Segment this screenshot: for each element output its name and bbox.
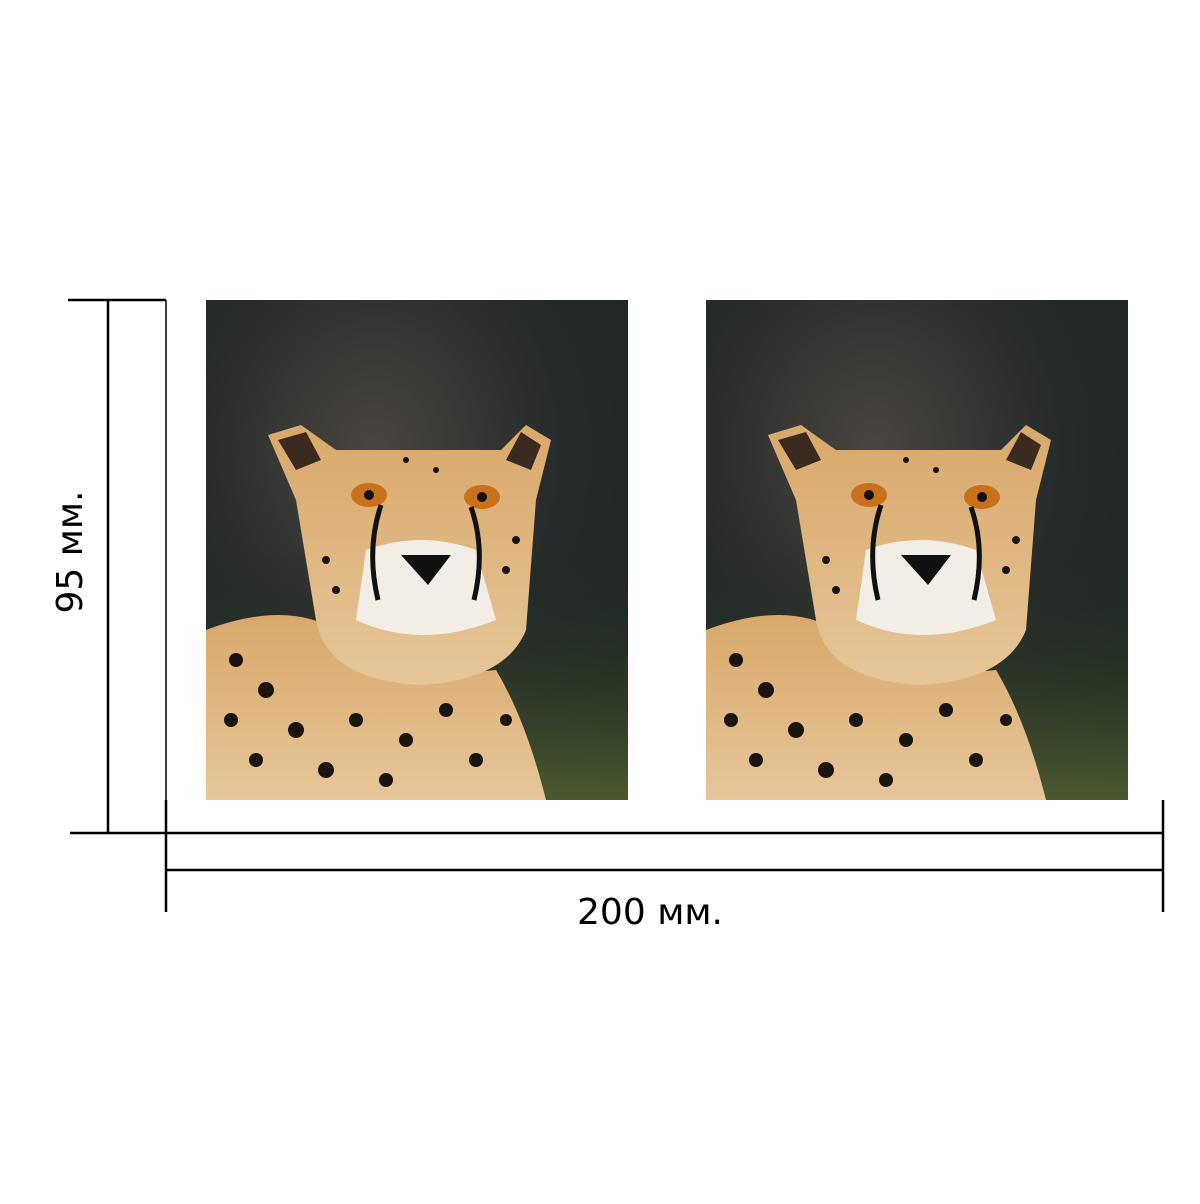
height-label: 95 мм. bbox=[50, 490, 91, 613]
width-label: 200 мм. bbox=[577, 892, 723, 933]
photo bbox=[206, 300, 628, 800]
photo bbox=[706, 300, 1128, 800]
height-dimension: 95 мм. bbox=[50, 298, 167, 835]
width-dimension: 200 мм. bbox=[164, 800, 1165, 933]
